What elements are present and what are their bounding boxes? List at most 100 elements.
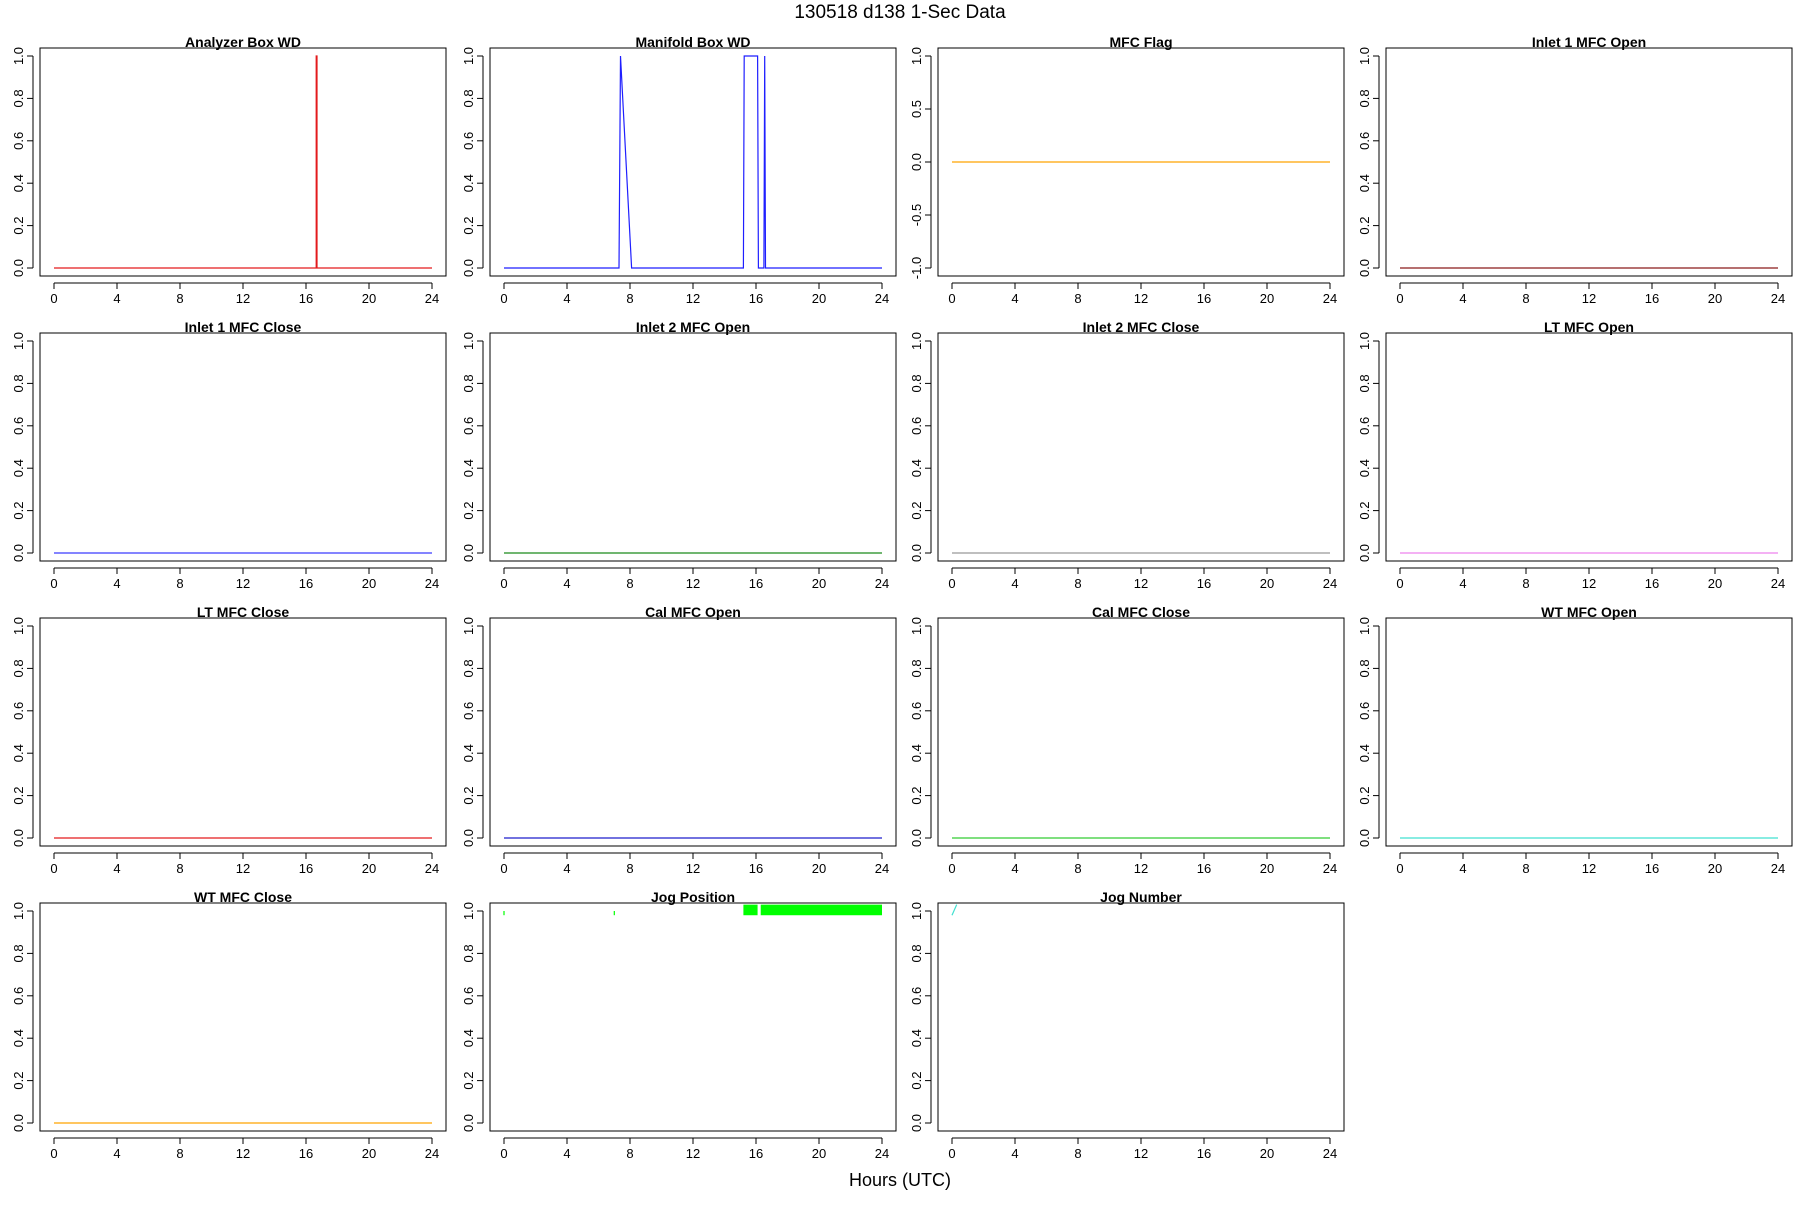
x-tick-label: 12 (1582, 291, 1596, 306)
x-tick-label: 24 (1771, 291, 1785, 306)
x-tick-label: 4 (563, 1146, 570, 1161)
y-tick-label: 0.6 (11, 132, 26, 150)
plot-frame (489, 902, 897, 1132)
x-tick-label: 0 (1396, 576, 1403, 591)
subplot: Analyzer Box WD 0 4 8 12 16 20 24 0.0 0.2 0.4 0.6 0.… (11, 34, 447, 306)
y-tick-label: 0.8 (909, 659, 924, 677)
x-tick-label: 20 (362, 861, 376, 876)
plot-frame (39, 47, 447, 277)
subplot-title: Inlet 1 MFC Open (1532, 34, 1646, 50)
y-tick-label: 1.0 (909, 902, 924, 920)
x-tick-label: 24 (1323, 861, 1337, 876)
plot-frame (1385, 47, 1793, 277)
x-tick-label: 0 (1396, 291, 1403, 306)
x-tick-label: 20 (812, 291, 826, 306)
y-tick-label: 0.0 (11, 544, 26, 562)
y-tick-label: 0.4 (11, 1029, 26, 1047)
y-tick-label: 0.4 (1357, 174, 1372, 192)
x-tick-label: 8 (626, 1146, 633, 1161)
y-tick-label: 0.0 (909, 153, 924, 171)
y-tick-label: 0.0 (461, 1114, 476, 1132)
x-tick-label: 4 (563, 291, 570, 306)
y-tick-label: 0.2 (909, 787, 924, 805)
y-tick-label: 1.0 (461, 47, 476, 65)
subplot-title: Inlet 2 MFC Open (636, 319, 750, 335)
subplot: WT MFC Close 0 4 8 12 16 20 24 0.0 0.2 0.4 0.6 0.8 1.… (11, 889, 447, 1161)
y-tick-label: 0.8 (909, 944, 924, 962)
y-tick-label: 0.2 (1357, 787, 1372, 805)
x-tick-label: 0 (500, 861, 507, 876)
y-tick-label: 0.6 (11, 702, 26, 720)
x-tick-label: 16 (749, 576, 763, 591)
y-tick-label: 0.4 (1357, 459, 1372, 477)
y-tick-label: 0.2 (909, 502, 924, 520)
x-tick-label: 16 (749, 861, 763, 876)
y-tick-label: 1.0 (11, 902, 26, 920)
x-tick-label: 20 (362, 576, 376, 591)
x-tick-label: 4 (113, 576, 120, 591)
x-tick-label: 20 (1708, 576, 1722, 591)
y-tick-label: 0.8 (461, 89, 476, 107)
x-tick-label: 12 (236, 1146, 250, 1161)
x-tick-label: 24 (425, 861, 439, 876)
y-tick-label: 0.6 (909, 702, 924, 720)
y-tick-label: 1.0 (909, 617, 924, 635)
plot-frame (1385, 617, 1793, 847)
subplot-title: MFC Flag (1110, 34, 1173, 50)
plot-frame (937, 902, 1345, 1132)
y-tick-label: 0.4 (11, 744, 26, 762)
data-series-line (504, 55, 882, 269)
y-tick-label: 1.0 (461, 902, 476, 920)
y-tick-label: 0.2 (461, 1072, 476, 1090)
x-tick-label: 16 (1645, 576, 1659, 591)
x-tick-label: 12 (1582, 861, 1596, 876)
x-tick-label: 24 (875, 861, 889, 876)
x-tick-label: 4 (113, 1146, 120, 1161)
x-tick-label: 4 (113, 291, 120, 306)
plot-frame (39, 902, 447, 1132)
y-tick-label: 0.8 (11, 89, 26, 107)
y-tick-label: -1.0 (909, 257, 924, 279)
y-tick-label: 0.0 (909, 829, 924, 847)
y-tick-label: 0.8 (1357, 659, 1372, 677)
x-tick-label: 4 (113, 861, 120, 876)
y-tick-label: 0.0 (1357, 829, 1372, 847)
x-tick-label: 8 (176, 1146, 183, 1161)
y-tick-label: 1.0 (1357, 332, 1372, 350)
x-tick-label: 20 (1708, 861, 1722, 876)
subplot-title: Inlet 1 MFC Close (185, 319, 302, 335)
y-tick-label: 0.4 (461, 174, 476, 192)
y-tick-label: 0.8 (461, 374, 476, 392)
y-tick-label: 0.6 (461, 702, 476, 720)
x-tick-label: 20 (812, 1146, 826, 1161)
y-tick-label: 0.0 (11, 1114, 26, 1132)
x-tick-label: 8 (1074, 576, 1081, 591)
x-tick-label: 4 (1011, 576, 1018, 591)
x-tick-label: 24 (875, 576, 889, 591)
x-tick-label: 4 (563, 861, 570, 876)
y-tick-label: 1.0 (461, 617, 476, 635)
x-tick-label: 0 (948, 576, 955, 591)
y-tick-label: 0.4 (909, 744, 924, 762)
y-tick-label: 0.0 (1357, 259, 1372, 277)
y-tick-label: 0.0 (11, 829, 26, 847)
y-tick-label: 0.0 (909, 1114, 924, 1132)
x-tick-label: 16 (1197, 861, 1211, 876)
subplot: LT MFC Open 0 4 8 12 16 20 24 0.0 0.2 0.4 0.6 0.8 1.0 (1357, 319, 1793, 591)
y-tick-label: 1.0 (11, 332, 26, 350)
y-tick-label: 1.0 (461, 332, 476, 350)
x-tick-label: 12 (686, 576, 700, 591)
x-axis-caption: Hours (UTC) (849, 1170, 951, 1190)
y-tick-label: 0.0 (461, 829, 476, 847)
y-tick-label: 0.6 (461, 987, 476, 1005)
y-tick-label: 0.4 (1357, 744, 1372, 762)
x-tick-label: 16 (299, 1146, 313, 1161)
x-tick-label: 12 (1134, 576, 1148, 591)
subplot-title: LT MFC Close (197, 604, 290, 620)
plot-frame (937, 332, 1345, 562)
data-band (743, 904, 758, 916)
data-band (760, 904, 882, 916)
y-tick-label: 0.2 (461, 787, 476, 805)
y-tick-label: 0.4 (909, 1029, 924, 1047)
x-tick-label: 12 (236, 576, 250, 591)
